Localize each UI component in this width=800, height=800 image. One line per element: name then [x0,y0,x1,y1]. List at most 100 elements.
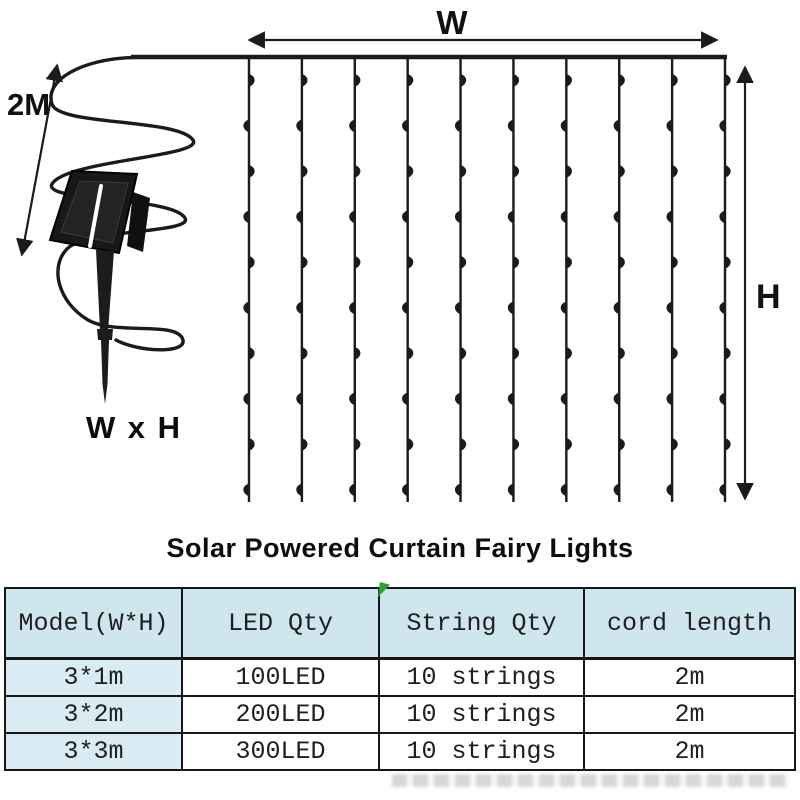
cell-model: 3*2m [4,695,183,734]
led-bulb [507,392,514,406]
led-bulb [613,210,620,224]
led-bulb [566,438,572,451]
led-bulb [566,74,572,87]
led-bulb [454,119,461,133]
led-bulb [402,483,408,497]
led-bulb [619,74,625,87]
led-bulb [249,256,255,269]
stake-upper [96,250,114,331]
cord-length-label: 2M [7,87,50,122]
led-bulb [613,119,620,133]
led-bulb [301,165,308,178]
cell-model: 3*1m [4,657,183,697]
led-bulb [349,301,355,315]
led-bulb [560,483,567,497]
table-row: 3*1m 100LED 10 strings 2m [4,657,796,697]
led-bulb [296,392,302,406]
led-bulb [454,210,461,224]
led-bulb [666,301,673,315]
led-bulb [725,165,731,178]
col-header-model: Model(W*H) [4,587,183,660]
cell-string-qty: 10 strings [378,732,585,771]
led-bulb [507,119,514,133]
led-bulb [460,165,467,178]
led-bulb [296,119,302,133]
led-bulb [402,301,408,315]
led-bulb [454,392,461,406]
led-bulb [460,347,467,360]
led-bulb [249,438,255,451]
led-bulb [354,165,361,178]
curtain-strings [243,58,731,502]
ground-stake [96,250,114,404]
led-bulb [560,301,567,315]
led-bulb [243,392,249,406]
cell-string-qty: 10 strings [378,695,585,734]
led-bulb [672,347,678,360]
cell-string-qty: 10 strings [378,657,585,697]
led-bulb [354,256,361,269]
led-bulb [249,74,255,87]
col-header-cord-length-label: cord length [606,608,773,638]
cell-cord-length: 2m [583,695,796,734]
led-bulb [619,347,625,360]
led-bulb [513,74,520,87]
cell-cord-length: 2m [583,657,796,697]
led-bulb [296,301,302,315]
led-bulb [349,392,355,406]
panel-reflection [88,184,103,248]
led-bulb [725,74,731,87]
led-bulb [719,301,725,315]
led-bulb [672,74,678,87]
cell-led-qty: 300LED [181,732,380,771]
led-bulb [666,210,673,224]
led-bulb [243,119,249,133]
led-bulb [301,256,308,269]
led-bulb [402,119,408,133]
led-bulb [513,438,520,451]
stake-tip [102,384,108,404]
stake-collar [97,329,113,340]
led-bulb [460,438,467,451]
led-bulb [560,210,567,224]
col-header-string-qty-label: String Qty [406,608,557,638]
led-bulb [249,165,255,178]
led-bulb [566,165,572,178]
col-header-string-qty: String Qty [378,587,585,660]
led-bulb [407,347,414,360]
led-bulb [719,392,725,406]
cell-led-qty: 100LED [181,657,380,697]
cell-model: 3*3m [4,732,183,771]
led-bulb [407,256,414,269]
led-bulb [725,256,731,269]
led-bulb [301,74,308,87]
led-bulb [613,301,620,315]
led-bulb [349,210,355,224]
led-bulb [301,438,308,451]
led-bulb [560,392,567,406]
width-label: W [436,4,468,41]
led-bulb [296,483,302,497]
height-label: H [756,278,781,316]
led-bulb [672,256,678,269]
led-bulb [507,301,514,315]
power-cord-line [49,55,195,352]
panel-bracket [127,192,150,252]
led-bulb [719,210,725,224]
led-bulb [666,483,673,497]
led-bulb [354,74,361,87]
led-bulb [349,119,355,133]
led-bulb [666,392,673,406]
led-bulb [566,347,572,360]
spec-table: Model(W*H) LED Qty String Qty cord lengt… [4,587,796,771]
cord-length-arrow [16,63,63,257]
led-bulb [560,119,567,133]
led-bulb [354,347,361,360]
cell-led-qty: 200LED [181,695,380,734]
curtain-diagram: 2M W x H W H [7,4,781,502]
led-bulb [719,119,725,133]
header-row: Model(W*H) LED Qty String Qty cord lengt… [4,587,796,660]
led-bulb [296,210,302,224]
led-bulb [460,256,467,269]
